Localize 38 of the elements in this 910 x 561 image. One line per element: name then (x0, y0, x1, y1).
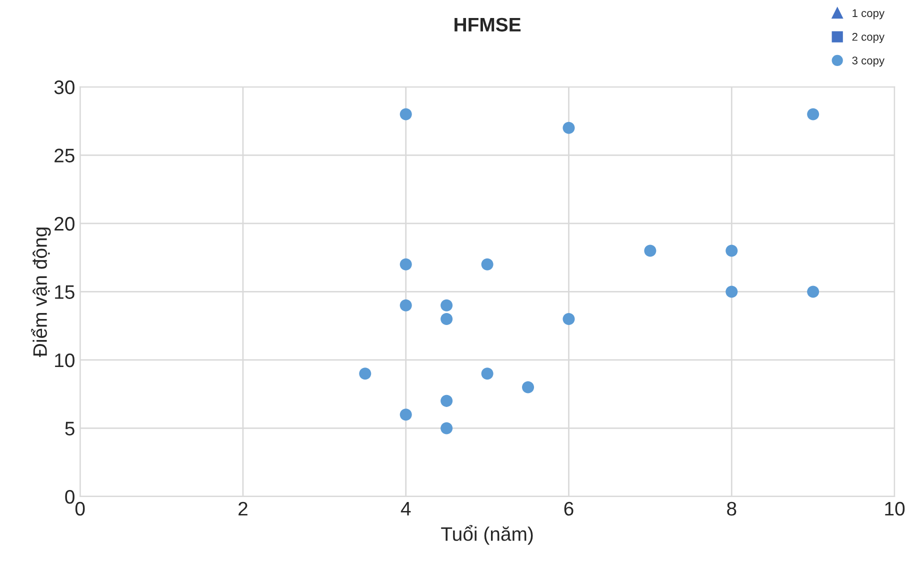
point (644, 244, 656, 257)
x-tick-label: 8 (727, 502, 736, 516)
point (522, 381, 534, 394)
point (440, 299, 453, 312)
point (807, 286, 820, 298)
point (726, 286, 738, 298)
point (562, 122, 575, 134)
x-tick-label: 0 (75, 502, 85, 516)
x-axis-title: Tuổi (năm) (441, 525, 533, 545)
point (726, 244, 738, 257)
y-tick-label: 5 (65, 422, 74, 436)
x-tick-label: 2 (238, 502, 248, 516)
y-tick-label: 10 (55, 353, 74, 368)
point (481, 368, 494, 380)
x-tick-label: 10 (885, 502, 905, 516)
point (359, 368, 372, 380)
legend-label: 3 copy (852, 56, 885, 67)
point (400, 258, 412, 270)
legend-label: 1 copy (852, 9, 885, 20)
x-tick-label: 4 (400, 502, 411, 516)
point (807, 108, 820, 120)
y-axis-title: Điểm vận động (31, 228, 51, 357)
point (481, 258, 494, 270)
x-tick-label: 6 (564, 502, 574, 516)
y-tick-label: 30 (54, 80, 74, 94)
y-tick-label: 0 (65, 490, 74, 504)
point (400, 299, 412, 312)
legend-label: 2 copy (852, 32, 885, 43)
y-tick-label: 15 (55, 285, 74, 299)
point (440, 422, 453, 434)
y-tick-label: 25 (54, 148, 74, 162)
chart-title: HFMSE (454, 18, 521, 32)
point (440, 313, 453, 326)
point (440, 394, 453, 407)
point (562, 313, 575, 326)
y-tick-label: 20 (54, 216, 74, 231)
point (400, 108, 412, 120)
point (400, 408, 412, 421)
